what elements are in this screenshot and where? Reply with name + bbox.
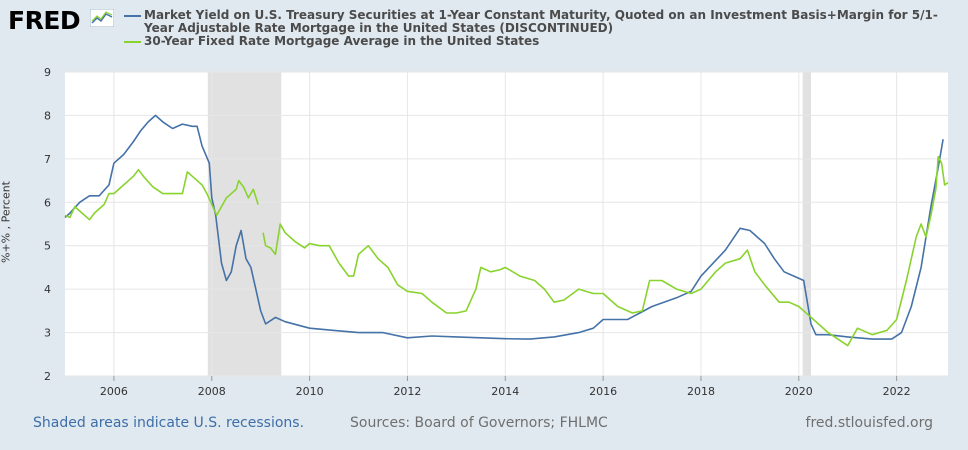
legend-item-treasury[interactable]: Market Yield on U.S. Treasury Securities… [124,9,954,35]
legend: Market Yield on U.S. Treasury Securities… [124,9,954,48]
y-tick-label-6: 6 [44,196,51,209]
x-tick-label-2022: 2022 [883,385,911,398]
legend-swatch-mortgage [124,41,141,43]
plot-area [65,72,948,376]
series-line-mortgage-segment-1 [262,155,949,347]
x-tick-label-2006: 2006 [100,385,128,398]
y-tick-label-9: 9 [44,66,51,79]
recession-band-0 [207,72,282,376]
site-link[interactable]: fred.stlouisfed.org [805,415,933,431]
x-tick-label-2008: 2008 [198,385,226,398]
x-tick-label-2020: 2020 [785,385,813,398]
recession-note: Shaded areas indicate U.S. recessions. [33,415,305,431]
series-line-treasury-segment-0 [64,114,944,340]
series-layer [64,114,949,347]
x-tick-label-2012: 2012 [393,385,421,398]
series-line-mortgage-segment-0 [64,168,259,221]
legend-swatch-treasury [124,15,141,17]
y-tick-label-3: 3 [44,327,51,340]
legend-label-mortgage: 30-Year Fixed Rate Mortgage Average in t… [144,34,540,48]
x-tick-label-2016: 2016 [589,385,617,398]
y-tick-label-7: 7 [44,153,51,166]
x-tick-label-2010: 2010 [296,385,324,398]
line-chart-icon [90,9,114,27]
y-tick-label-8: 8 [44,109,51,122]
grid-layer [65,71,948,377]
y-tick-label-2: 2 [44,370,51,383]
recession-layer [207,72,812,376]
x-tick-label-2018: 2018 [687,385,715,398]
recession-band-1 [802,72,812,376]
fred-logo[interactable]: FRED [8,6,81,35]
tick-layer: 2 3 4 5 6 7 8 9 2006 2008 2010 2012 2014 2016 2018 2020… [44,66,911,398]
sources-text: Sources: Board of Governors; FHLMC [350,415,608,431]
y-tick-label-5: 5 [44,240,51,253]
x-tick-label-2014: 2014 [491,385,519,398]
legend-item-mortgage[interactable]: 30-Year Fixed Rate Mortgage Average in t… [124,35,954,48]
y-tick-label-4: 4 [44,283,51,296]
legend-label-treasury: Market Yield on U.S. Treasury Securities… [144,8,938,35]
